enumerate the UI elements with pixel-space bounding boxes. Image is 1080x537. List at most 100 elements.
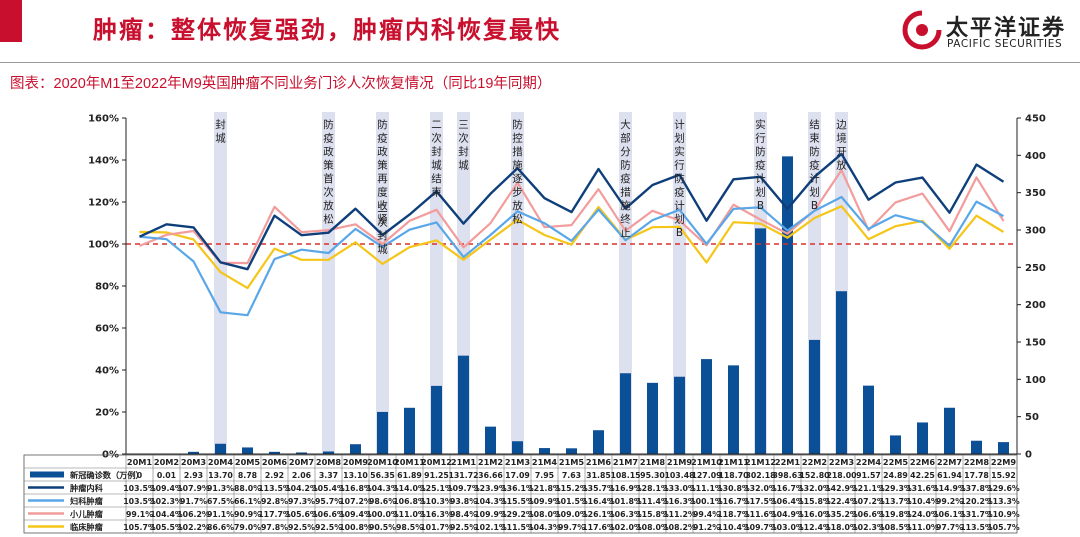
table-value: 24.89 (883, 471, 908, 480)
table-value: 107.9% (177, 484, 210, 493)
table-value: 122.4% (825, 497, 858, 506)
x-tick-label: 21M12 (745, 457, 776, 467)
table-value: 99.4% (693, 510, 720, 519)
table-value: 110.9% (987, 510, 1020, 519)
x-tick-label: 21M1 (451, 457, 477, 467)
table-value: 88.0% (234, 484, 261, 493)
table-value: 102.0% (609, 523, 642, 532)
table-value: 110.4% (717, 523, 750, 532)
table-value: 91.1% (207, 510, 234, 519)
table-value: 98.6% (369, 497, 396, 506)
event-band (619, 112, 632, 454)
bar-confirmed-cases (350, 444, 361, 454)
table-value: 90.9% (234, 510, 261, 519)
x-tick-label: 22M1 (775, 457, 801, 467)
table-value: 13.70 (208, 471, 233, 480)
table-value: 103.0% (771, 523, 804, 532)
table-value: 109.7% (447, 484, 480, 493)
event-annotation: 防疫政策首次放松 (323, 118, 334, 226)
table-value: 103.5% (123, 484, 156, 493)
table-value: 129.3% (879, 484, 912, 493)
table-value: 97.8% (261, 523, 288, 532)
x-tick-label: 21M9 (667, 457, 693, 467)
bar-confirmed-cases (728, 365, 739, 454)
right-tick-label: 300 (1025, 226, 1046, 237)
x-tick-label: 20M4 (208, 457, 234, 467)
pacific-securities-logo-icon (902, 10, 942, 50)
event-annotation: 计划实行防疫计划 B (674, 118, 685, 239)
title-accent-bar (0, 0, 22, 42)
table-value: 97.3% (288, 497, 315, 506)
x-tick-label: 21M11 (718, 457, 749, 467)
table-value: 95.30 (640, 471, 665, 480)
x-tick-label: 22M8 (964, 457, 990, 467)
event-annotation: 二次封城结束 (431, 119, 442, 199)
table-value: 116.3% (663, 497, 696, 506)
table-value: 130.8% (717, 484, 750, 493)
table-value: 7.95 (535, 471, 554, 480)
table-value: 100.1% (690, 497, 723, 506)
table-value: 106.4% (771, 497, 804, 506)
table-value: 124.0% (906, 510, 939, 519)
table-value: 67.5% (207, 497, 234, 506)
left-tick-label: 60% (95, 324, 119, 335)
table-value: 31.85 (586, 471, 611, 480)
table-value: 108.0% (528, 510, 561, 519)
table-value: 91.7% (180, 497, 207, 506)
table-value: 109.7% (744, 523, 777, 532)
left-tick-label: 120% (88, 198, 119, 209)
event-annotation: 防控措施逐步放松 (512, 118, 523, 226)
left-tick-label: 20% (95, 408, 119, 419)
table-value: 131.72 (448, 471, 478, 480)
table-value: 97.7% (936, 523, 963, 532)
right-tick-label: 200 (1025, 300, 1046, 311)
table-value: 111.6% (744, 510, 777, 519)
right-tick-label: 400 (1025, 151, 1046, 162)
x-tick-label: 20M2 (154, 457, 179, 467)
slide-header: 肿瘤：整体恢复强劲，肿瘤内科恢复最快 太平洋证券 PACIFIC SECURIT… (0, 0, 1080, 62)
event-band (511, 112, 524, 454)
table-value: 218.00 (826, 471, 857, 480)
x-tick-label: 22M5 (883, 457, 909, 467)
table-value: 104.4% (150, 510, 183, 519)
x-tick-label: 22M9 (991, 457, 1017, 467)
table-value: 2.93 (184, 471, 203, 480)
table-value: 121.1% (852, 484, 885, 493)
right-tick-label: 0 (1025, 450, 1032, 461)
x-tick-label: 21M4 (532, 457, 558, 467)
bar-confirmed-cases (458, 355, 469, 454)
table-value: 99.1% (126, 510, 153, 519)
right-tick-label: 250 (1025, 263, 1046, 274)
table-value: 110.4% (906, 497, 939, 506)
x-tick-label: 20M7 (289, 457, 315, 467)
table-value: 302.18 (745, 471, 775, 480)
table-value: 108.0% (636, 523, 669, 532)
table-value: 17.09 (505, 471, 530, 480)
event-annotation: 结束防疫计划 B (809, 118, 820, 212)
table-value: 0 (137, 471, 143, 480)
table-value: 92.5% (450, 523, 477, 532)
table-value: 111.4% (636, 497, 669, 506)
legend-label: 妇科肿瘤 (69, 496, 104, 506)
logo-chinese-name: 太平洋证券 (946, 16, 1067, 41)
table-value: 111.0% (393, 510, 426, 519)
bar-confirmed-cases (647, 382, 658, 454)
table-value: 104.3% (474, 497, 507, 506)
table-value: 111.0% (906, 523, 939, 532)
table-value: 117.5% (744, 497, 777, 506)
bar-confirmed-cases (377, 411, 388, 454)
table-value: 109.4% (150, 484, 183, 493)
table-value: 102.3% (150, 497, 183, 506)
table-value: 114.9% (933, 484, 966, 493)
table-value: 104.2% (285, 484, 318, 493)
bar-confirmed-cases (593, 430, 604, 454)
table-value: 115.5% (501, 497, 534, 506)
table-value: 111.5% (501, 523, 534, 532)
table-value: 109.9% (528, 497, 561, 506)
table-value: 117.7% (258, 510, 291, 519)
bar-confirmed-cases (431, 385, 442, 454)
table-value: 105.5% (150, 523, 183, 532)
table-value: 118.0% (825, 523, 858, 532)
table-value: 100.0% (366, 510, 399, 519)
